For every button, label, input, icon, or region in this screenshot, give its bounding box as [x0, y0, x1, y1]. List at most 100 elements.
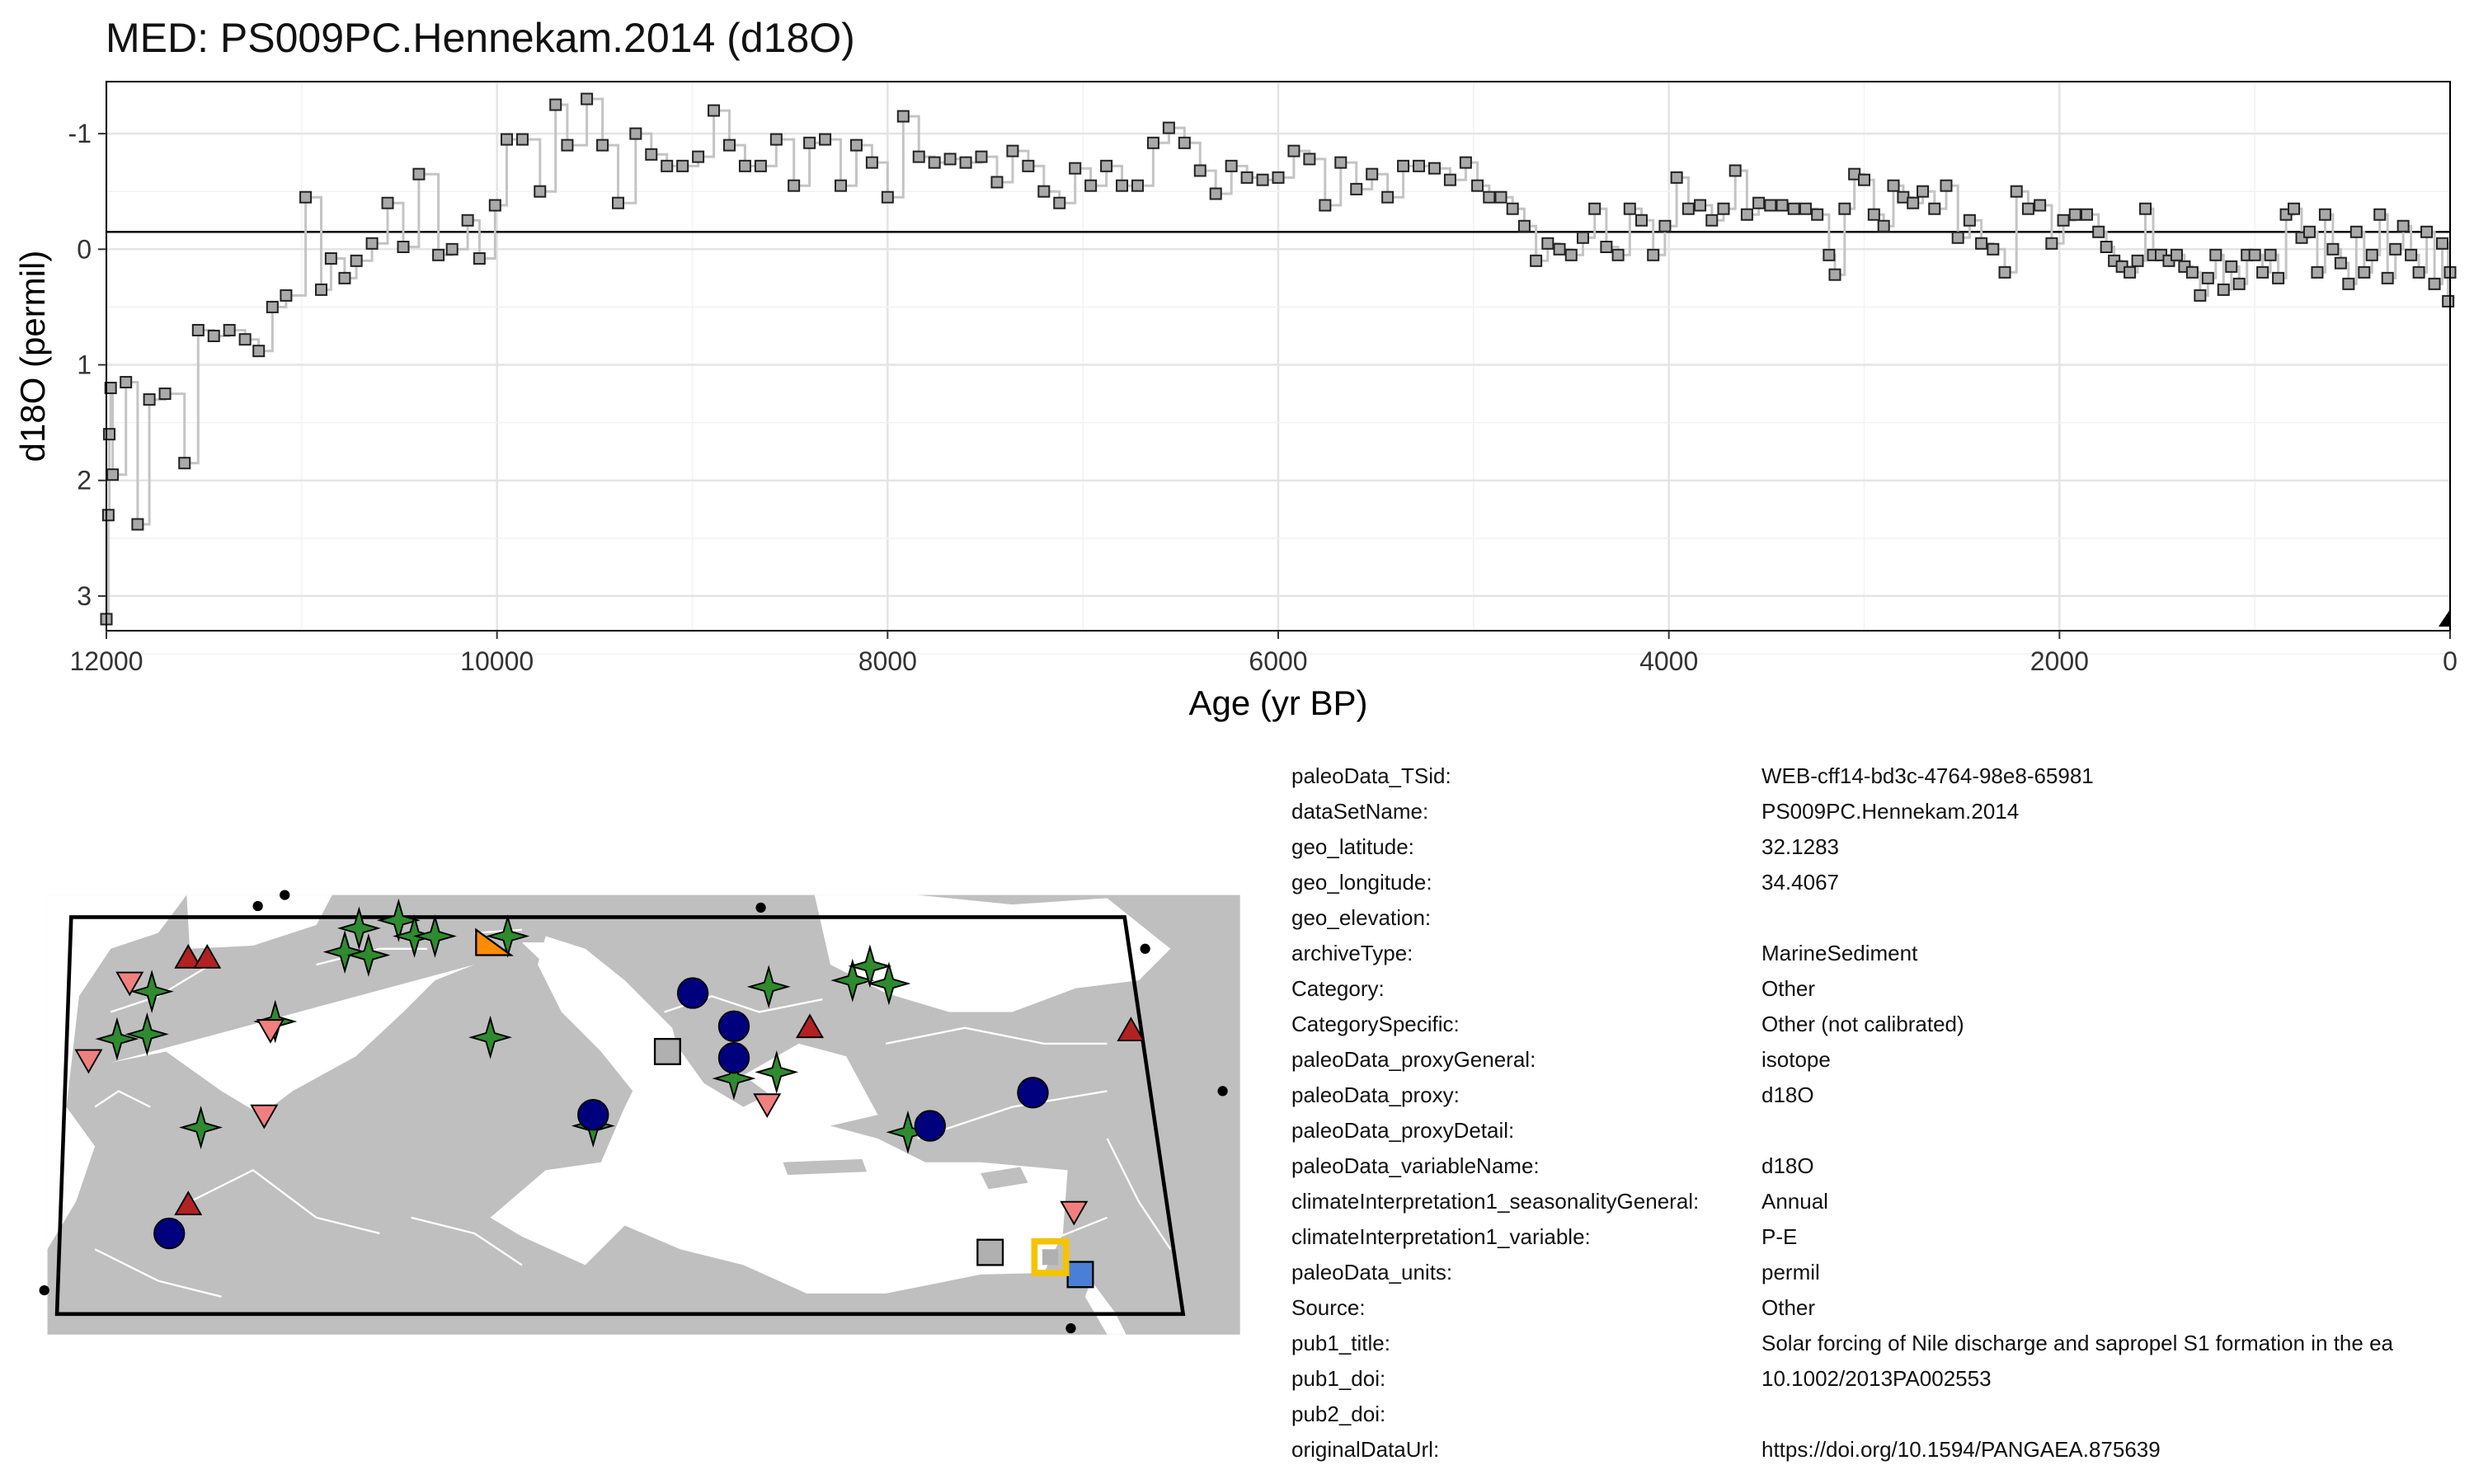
bay-of-biscay: [186, 895, 332, 949]
data-point: [2010, 185, 2023, 198]
metadata-key: originalDataUrl:: [1291, 1437, 1440, 1462]
site-star-marker: [179, 1106, 223, 1149]
data-point: [2209, 248, 2222, 261]
data-point: [803, 136, 816, 149]
metadata-value: permil: [1761, 1260, 1820, 1284]
site-triangle-down-marker: [753, 1093, 782, 1119]
map-sites: [74, 898, 1145, 1289]
data-point: [1838, 202, 1851, 215]
data-point: [1963, 214, 1976, 227]
data-point: [1193, 164, 1206, 177]
data-point: [252, 345, 266, 358]
data-point: [975, 150, 988, 163]
map-corner-dot: [39, 1284, 49, 1296]
adriatic-sea: [521, 942, 680, 1057]
data-point: [2334, 256, 2347, 270]
data-point: [2100, 241, 2113, 254]
data-point: [1350, 182, 1363, 195]
metadata-row: climateInterpretation1_variable: P-E: [1291, 1219, 2474, 1255]
metadata-row: archiveType: MarineSediment: [1291, 936, 2474, 971]
data-point: [1764, 199, 1777, 212]
data-point: [881, 190, 894, 204]
metadata-key: pub2_doi:: [1291, 1402, 1386, 1426]
data-point: [1729, 164, 1742, 177]
metadata-key: paleoData_proxyDetail:: [1291, 1118, 1515, 1143]
site-star-marker: [322, 930, 367, 974]
metadata-row: geo_longitude: 34.4067: [1291, 865, 2474, 900]
y-tick-label: 0: [77, 234, 92, 264]
data-point: [2185, 265, 2199, 279]
data-point: [2373, 208, 2387, 221]
metadata-row: geo_elevation:: [1291, 900, 2474, 936]
site-circle-marker: [153, 1217, 186, 1250]
site-circle-marker: [717, 1041, 750, 1074]
data-point: [1694, 199, 1707, 212]
site-star-marker: [848, 944, 892, 989]
site-triangle-down-marker: [256, 1019, 285, 1044]
data-point: [928, 156, 941, 169]
site-star-marker: [336, 906, 381, 951]
data-point: [722, 139, 736, 152]
map-corner-dot: [252, 900, 263, 912]
data-point: [223, 323, 236, 336]
d18o-time-series-chart: 12000 10000 8000 6000 4000 2000 0 -1 0 1 2 3 Age (y…: [13, 81, 2458, 722]
metadata-row: originalDataUrl: https://doi.org/10.1594/…: [1291, 1432, 2474, 1468]
points-layer: [100, 92, 2457, 627]
data-point: [515, 133, 529, 146]
data-point: [1530, 254, 1543, 267]
map-corner-dot: [1140, 943, 1150, 954]
metadata-value: Other: [1761, 976, 1816, 1001]
site-star-marker: [376, 898, 421, 942]
metadata-row: paleoData_TSid: WEB-cff14-bd3c-4764-98e8-…: [1291, 758, 2474, 794]
metadata-row: pub1_title: Solar forcing of Nile dischar…: [1291, 1326, 2474, 1361]
site-triangle-up-marker: [1117, 1017, 1145, 1042]
data-point: [1006, 144, 1019, 157]
triangle-marker: [2439, 608, 2450, 627]
data-point: [629, 127, 642, 140]
y-tick-label: -1: [68, 119, 92, 148]
data-point: [2405, 248, 2418, 261]
data-point: [488, 199, 501, 212]
data-point: [2442, 294, 2455, 308]
data-point: [1576, 231, 1589, 244]
data-point: [324, 252, 337, 265]
metadata-key: archiveType:: [1291, 941, 1413, 965]
data-point: [1162, 121, 1175, 134]
data-point: [1053, 196, 1066, 209]
data-point: [534, 185, 547, 198]
data-point: [1740, 208, 1753, 221]
data-point: [1887, 179, 1900, 192]
data-point: [2201, 271, 2214, 284]
data-point: [1256, 173, 1269, 186]
data-point: [769, 133, 783, 146]
site-star-marker: [746, 965, 791, 1009]
data-point: [1459, 156, 1472, 169]
data-point: [1131, 179, 1144, 192]
data-point: [2232, 277, 2246, 290]
data-point: [1022, 159, 1035, 172]
data-point: [1670, 171, 1683, 184]
data-point: [708, 104, 721, 117]
data-point: [473, 252, 486, 265]
data-point: [106, 468, 120, 481]
metadata-row: CategorySpecific: Other (not calibrated): [1291, 1007, 2474, 1042]
data-point: [2045, 237, 2058, 250]
data-point: [2311, 265, 2324, 279]
data-point: [1494, 190, 1507, 204]
data-point: [1828, 268, 1841, 281]
data-point: [2412, 265, 2425, 279]
data-point: [1397, 159, 1410, 172]
data-point: [819, 133, 832, 146]
data-point: [1069, 162, 1082, 175]
data-point: [2256, 265, 2269, 279]
data-point: [2326, 242, 2340, 256]
metadata-key: pub1_doi:: [1291, 1366, 1386, 1391]
data-point: [2264, 248, 2277, 261]
data-point: [1658, 219, 1672, 232]
data-point: [445, 242, 459, 256]
data-point: [1334, 156, 1348, 169]
data-point: [549, 98, 562, 111]
data-point: [1776, 199, 1789, 212]
site-star-marker: [129, 970, 174, 1014]
data-point: [1867, 208, 1880, 221]
